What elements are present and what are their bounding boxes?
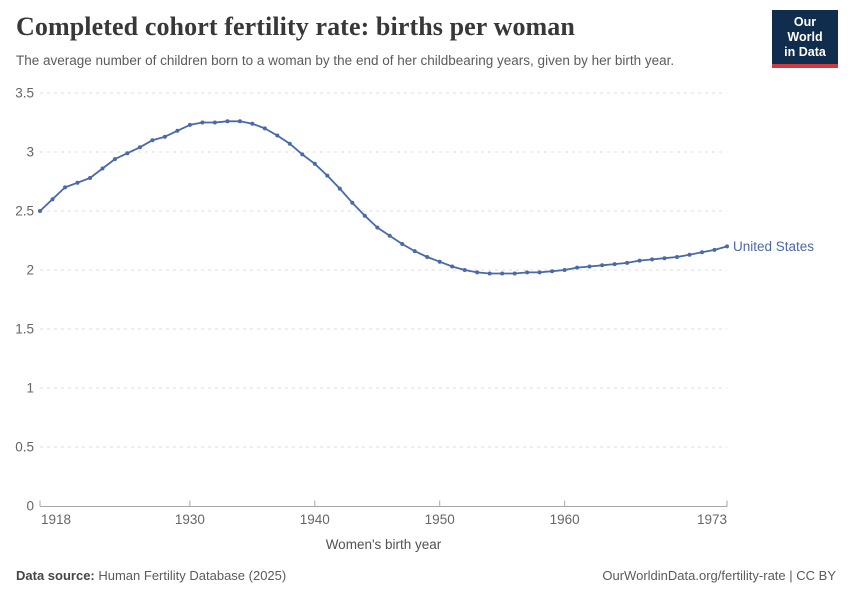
svg-text:1973: 1973 [697, 512, 727, 527]
owid-logo[interactable]: Our World in Data [772, 10, 838, 68]
chart-footer: Data source: Human Fertility Database (2… [16, 568, 836, 583]
page-title: Completed cohort fertility rate: births … [16, 12, 575, 41]
svg-text:0: 0 [26, 499, 34, 514]
svg-text:1: 1 [26, 381, 34, 396]
svg-text:1.5: 1.5 [15, 322, 34, 337]
data-source-label: Data source: [16, 568, 95, 583]
svg-text:2.5: 2.5 [15, 204, 34, 219]
data-points[interactable] [38, 119, 729, 276]
x-axis-ticks [39, 500, 728, 507]
fertility-line-chart: 0 0.5 1 1.5 2 2.5 3 3.5 1918 1930 1940 1950 1960 1973… [15, 86, 814, 528]
svg-text:1960: 1960 [550, 512, 580, 527]
svg-text:1918: 1918 [41, 512, 71, 527]
data-source-value: Human Fertility Database (2025) [94, 568, 287, 583]
credits-separator: | [785, 568, 797, 583]
footer-credits: OurWorldinData.org/fertility-rate | CC B… [602, 568, 836, 583]
svg-text:3: 3 [26, 145, 34, 160]
svg-text:1940: 1940 [300, 512, 330, 527]
svg-text:3.5: 3.5 [15, 86, 34, 101]
owid-logo-line1: Our World [787, 15, 823, 44]
x-tick-labels: 1918 1930 1940 1950 1960 1973 [41, 512, 727, 527]
license-link[interactable]: CC BY [796, 568, 836, 583]
svg-text:1950: 1950 [425, 512, 455, 527]
y-tick-labels: 0 0.5 1 1.5 2 2.5 3 3.5 [15, 86, 34, 514]
svg-text:0.5: 0.5 [15, 440, 34, 455]
y-gridlines [40, 92, 727, 448]
svg-text:2: 2 [26, 263, 34, 278]
owid-url-link[interactable]: OurWorldinData.org/fertility-rate [602, 568, 786, 583]
svg-text:1930: 1930 [175, 512, 205, 527]
chart-subtitle: The average number of children born to a… [16, 53, 675, 68]
entity-label[interactable]: United States [733, 239, 814, 254]
x-axis-title: Women's birth year [325, 537, 442, 552]
data-line[interactable] [39, 120, 728, 275]
data-source: Data source: Human Fertility Database (2… [16, 568, 286, 583]
owid-logo-line2: in Data [784, 45, 826, 59]
